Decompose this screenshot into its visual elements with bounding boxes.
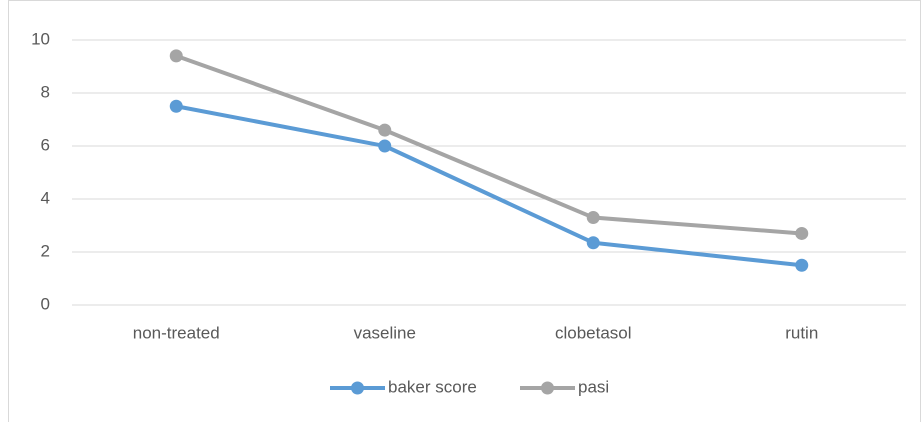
x-tick-label: vaseline bbox=[354, 323, 416, 342]
y-tick-label: 10 bbox=[31, 29, 50, 48]
data-point bbox=[795, 226, 809, 240]
data-point bbox=[586, 236, 600, 250]
y-tick-label: 0 bbox=[41, 294, 50, 313]
legend-label: pasi bbox=[578, 377, 609, 396]
y-tick-label: 2 bbox=[41, 241, 50, 260]
series-line bbox=[174, 104, 804, 268]
legend-marker bbox=[541, 381, 554, 395]
data-point bbox=[169, 99, 183, 113]
data-point bbox=[169, 49, 183, 63]
chart-border bbox=[8, 0, 921, 422]
series-line bbox=[174, 53, 804, 236]
data-point bbox=[795, 258, 809, 272]
y-tick-label: 8 bbox=[41, 82, 50, 101]
x-tick-label: non-treated bbox=[133, 323, 220, 342]
x-tick-label: clobetasol bbox=[555, 323, 632, 342]
data-point bbox=[586, 211, 600, 225]
y-tick-label: 4 bbox=[41, 188, 50, 207]
y-tick-label: 6 bbox=[41, 135, 50, 154]
legend-marker bbox=[351, 381, 364, 395]
data-point bbox=[378, 139, 392, 153]
legend-label: baker score bbox=[388, 377, 477, 396]
x-tick-label: rutin bbox=[785, 323, 818, 342]
data-point bbox=[378, 123, 392, 137]
